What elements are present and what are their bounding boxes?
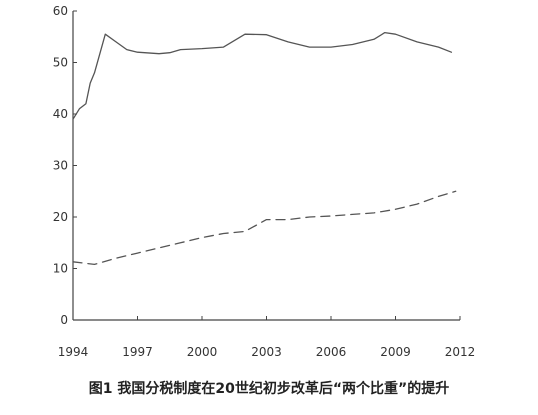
y-tick-label: 40 <box>53 107 68 121</box>
y-tick-label: 10 <box>53 262 68 276</box>
x-tick-label: 2012 <box>445 345 476 359</box>
x-tick-label: 1997 <box>122 345 153 359</box>
tick-labels: 0 10 20 30 40 50 60 1994 1997 2000 2003 2006 2009 201… <box>53 4 476 359</box>
figure-caption: 图1 我国分税制度在20世纪初步改革后“两个比重”的提升 <box>88 381 450 397</box>
series-line-2-dashed <box>72 190 457 266</box>
y-tick-label: 20 <box>53 210 68 224</box>
y-tick-label: 60 <box>53 4 68 18</box>
line-chart: 0 10 20 30 40 50 60 1994 1997 2000 2003 2006 2009 201… <box>53 4 476 359</box>
x-tick-label: 2006 <box>316 345 347 359</box>
x-tick-label: 2000 <box>187 345 218 359</box>
series-line-1-solid <box>72 31 453 120</box>
y-tick-label: 50 <box>53 56 68 70</box>
y-tick-label: 30 <box>53 159 68 173</box>
chart-axes <box>72 10 461 321</box>
series-lines <box>72 31 457 266</box>
x-tick-label: 2009 <box>380 345 411 359</box>
x-tick-label: 2003 <box>251 345 282 359</box>
x-tick-label: 1994 <box>58 345 89 359</box>
y-tick-label: 0 <box>60 313 68 327</box>
